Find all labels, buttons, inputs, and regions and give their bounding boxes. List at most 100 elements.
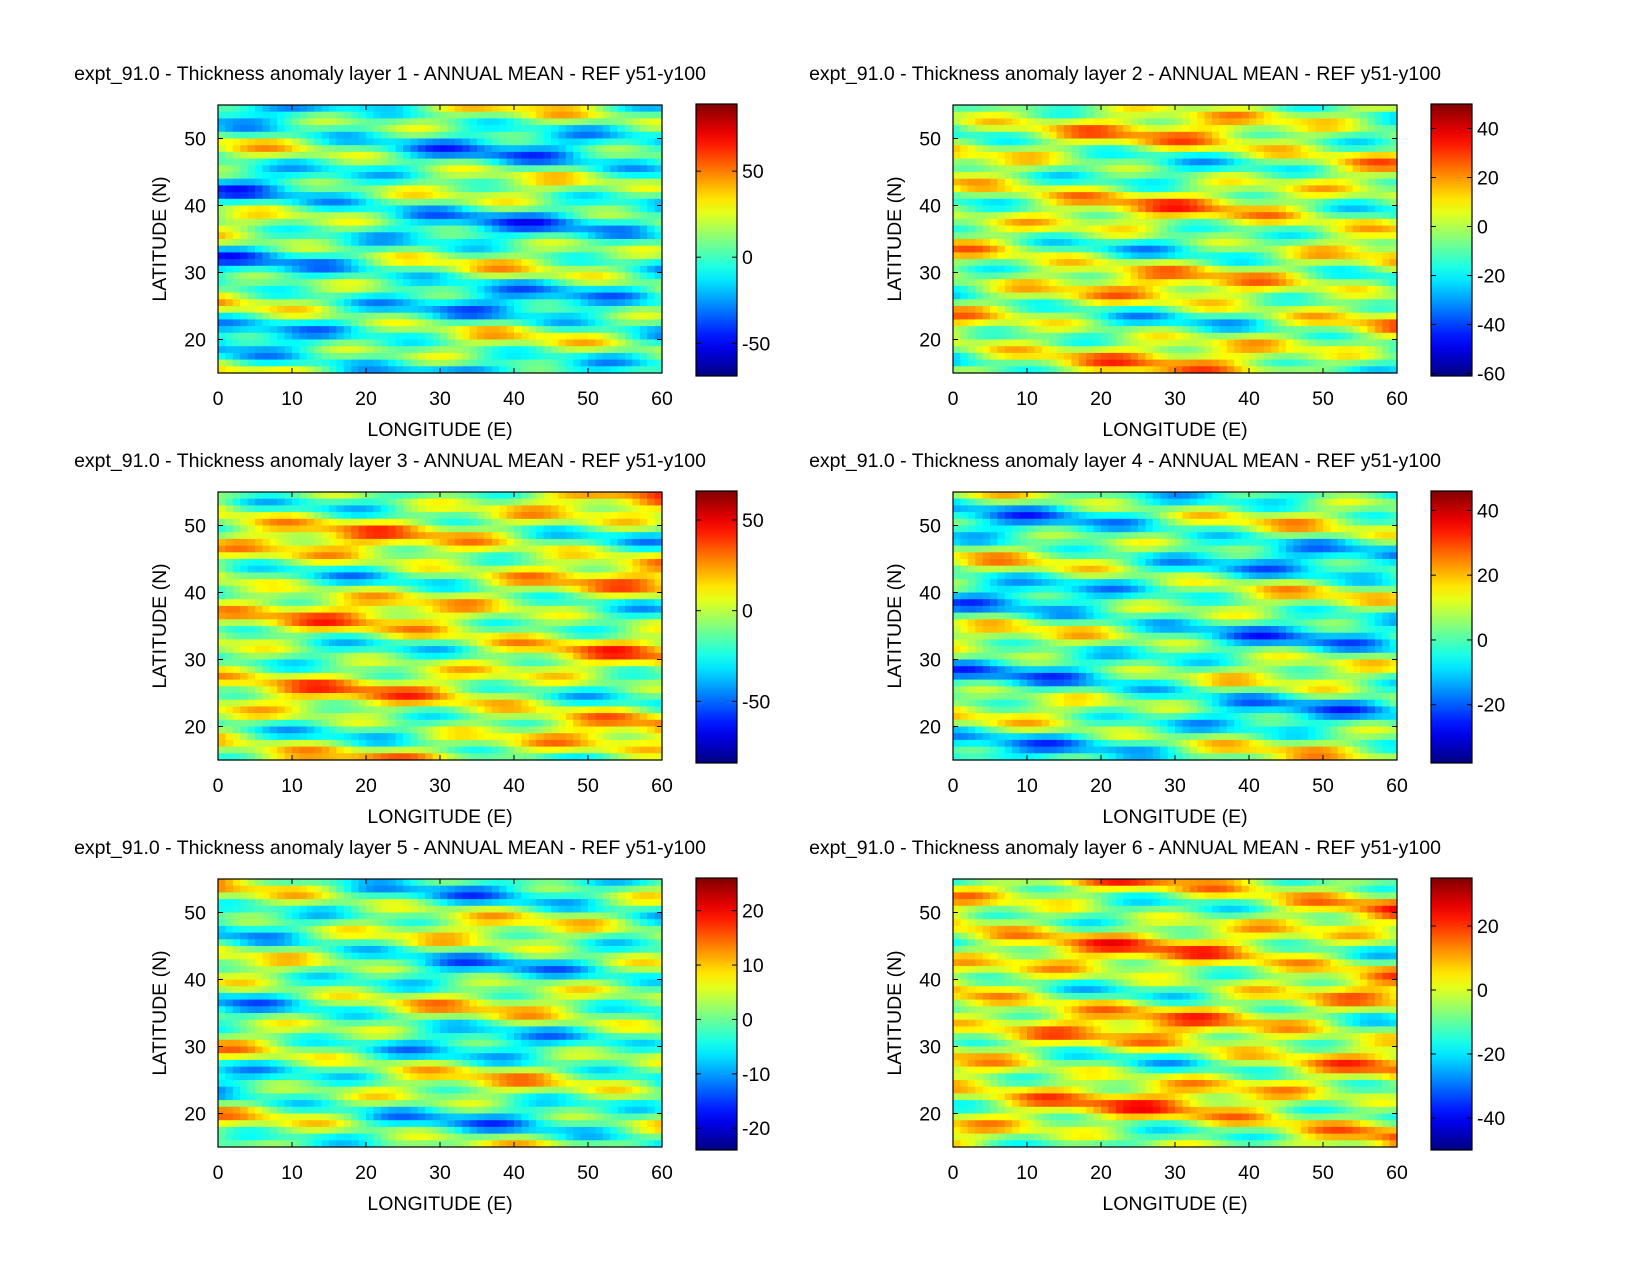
- colorbar-tick-label: 0: [1477, 217, 1488, 239]
- colorbar: [1430, 877, 1473, 1151]
- y-tick-label: 20: [919, 1104, 941, 1126]
- colorbar: [695, 103, 738, 377]
- x-tick-label: 10: [1016, 388, 1038, 410]
- y-tick-label: 20: [184, 1104, 206, 1126]
- plot-title: expt_91.0 - Thickness anomaly layer 3 - …: [74, 450, 706, 472]
- colorbar-tick-label: 0: [742, 1009, 753, 1031]
- x-tick-label: 40: [1238, 775, 1260, 797]
- x-tick-label: 10: [1016, 1162, 1038, 1184]
- colorbar: [695, 490, 738, 764]
- x-tick-label: 20: [1090, 388, 1112, 410]
- y-tick-label: 30: [919, 650, 941, 672]
- colorbar-tick-label: -60: [1477, 364, 1505, 386]
- x-axis-label: LONGITUDE (E): [1102, 806, 1247, 828]
- colorbar-tick-label: 50: [742, 510, 764, 532]
- x-tick-label: 60: [1386, 388, 1408, 410]
- y-tick-label: 50: [919, 903, 941, 925]
- y-tick-label: 20: [184, 330, 206, 352]
- x-axis-label: LONGITUDE (E): [367, 419, 512, 441]
- colorbar-tick-label: 20: [742, 901, 764, 923]
- y-tick-label: 50: [184, 516, 206, 538]
- x-tick-label: 30: [429, 388, 451, 410]
- colorbar-tick-label: 20: [1477, 565, 1499, 587]
- panel-4: expt_91.0 - Thickness anomaly layer 4 - …: [809, 450, 1505, 828]
- x-tick-label: 20: [355, 388, 377, 410]
- y-tick-label: 20: [184, 717, 206, 739]
- x-tick-label: 40: [503, 1162, 525, 1184]
- plot-title: expt_91.0 - Thickness anomaly layer 6 - …: [809, 837, 1441, 859]
- y-axis-label: LATITUDE (N): [149, 176, 171, 301]
- x-tick-label: 10: [281, 775, 303, 797]
- colorbar-tick-label: -20: [1477, 695, 1505, 717]
- x-tick-label: 50: [577, 388, 599, 410]
- y-tick-label: 50: [919, 516, 941, 538]
- colorbar-tick-label: -20: [742, 1118, 770, 1140]
- x-tick-label: 40: [503, 388, 525, 410]
- colorbar-tick-label: 0: [1477, 980, 1488, 1002]
- colorbar-tick-label: -20: [1477, 1044, 1505, 1066]
- panel-5: expt_91.0 - Thickness anomaly layer 5 - …: [74, 837, 770, 1215]
- x-tick-label: 20: [355, 1162, 377, 1184]
- x-axis-label: LONGITUDE (E): [1102, 1193, 1247, 1215]
- heatmap-field: [218, 105, 663, 374]
- colorbar-tick-label: 40: [1477, 500, 1499, 522]
- colorbar-tick-label: -50: [742, 333, 770, 355]
- colorbar: [695, 877, 738, 1151]
- plot-title: expt_91.0 - Thickness anomaly layer 2 - …: [809, 63, 1441, 85]
- x-tick-label: 50: [577, 1162, 599, 1184]
- heatmap-field: [953, 105, 1398, 374]
- x-axis-label: LONGITUDE (E): [1102, 419, 1247, 441]
- colorbar-tick-label: -40: [1477, 315, 1505, 337]
- y-tick-label: 40: [919, 583, 941, 605]
- x-tick-label: 50: [1312, 775, 1334, 797]
- x-tick-label: 0: [213, 775, 224, 797]
- plot-title: expt_91.0 - Thickness anomaly layer 1 - …: [74, 63, 706, 85]
- x-tick-label: 20: [1090, 1162, 1112, 1184]
- x-tick-label: 40: [503, 775, 525, 797]
- heatmap-field: [953, 492, 1398, 761]
- x-tick-label: 0: [213, 388, 224, 410]
- colorbar-tick-label: 0: [742, 601, 753, 623]
- panel-6: expt_91.0 - Thickness anomaly layer 6 - …: [809, 837, 1505, 1215]
- x-tick-label: 0: [948, 1162, 959, 1184]
- x-tick-label: 60: [651, 1162, 673, 1184]
- y-tick-label: 30: [919, 263, 941, 285]
- panel-2: expt_91.0 - Thickness anomaly layer 2 - …: [809, 63, 1505, 441]
- y-axis-label: LATITUDE (N): [149, 563, 171, 688]
- y-tick-label: 40: [919, 970, 941, 992]
- colorbar-tick-label: -10: [742, 1064, 770, 1086]
- y-tick-label: 50: [919, 129, 941, 151]
- x-tick-label: 10: [281, 1162, 303, 1184]
- colorbar: [1430, 103, 1473, 377]
- y-tick-label: 40: [919, 196, 941, 218]
- x-tick-label: 10: [1016, 775, 1038, 797]
- colorbar-tick-label: 10: [742, 955, 764, 977]
- colorbar-tick-label: 0: [1477, 630, 1488, 652]
- y-tick-label: 50: [184, 903, 206, 925]
- colorbar: [1430, 490, 1473, 764]
- heatmap-field: [218, 492, 663, 761]
- colorbar-tick-label: 40: [1477, 119, 1499, 141]
- y-tick-label: 30: [184, 263, 206, 285]
- colorbar-tick-label: -40: [1477, 1108, 1505, 1130]
- x-axis-label: LONGITUDE (E): [367, 1193, 512, 1215]
- heatmap-field: [218, 879, 663, 1148]
- x-tick-label: 30: [1164, 388, 1186, 410]
- x-tick-label: 10: [281, 388, 303, 410]
- x-tick-label: 20: [355, 775, 377, 797]
- x-tick-label: 60: [1386, 775, 1408, 797]
- x-tick-label: 0: [948, 775, 959, 797]
- x-tick-label: 30: [429, 775, 451, 797]
- y-tick-label: 40: [184, 583, 206, 605]
- x-tick-label: 60: [651, 388, 673, 410]
- y-tick-label: 30: [184, 1037, 206, 1059]
- x-tick-label: 0: [948, 388, 959, 410]
- x-tick-label: 50: [1312, 1162, 1334, 1184]
- y-axis-label: LATITUDE (N): [884, 176, 906, 301]
- y-tick-label: 20: [919, 330, 941, 352]
- x-tick-label: 30: [429, 1162, 451, 1184]
- colorbar-tick-label: 50: [742, 161, 764, 183]
- y-tick-label: 40: [184, 970, 206, 992]
- x-tick-label: 40: [1238, 388, 1260, 410]
